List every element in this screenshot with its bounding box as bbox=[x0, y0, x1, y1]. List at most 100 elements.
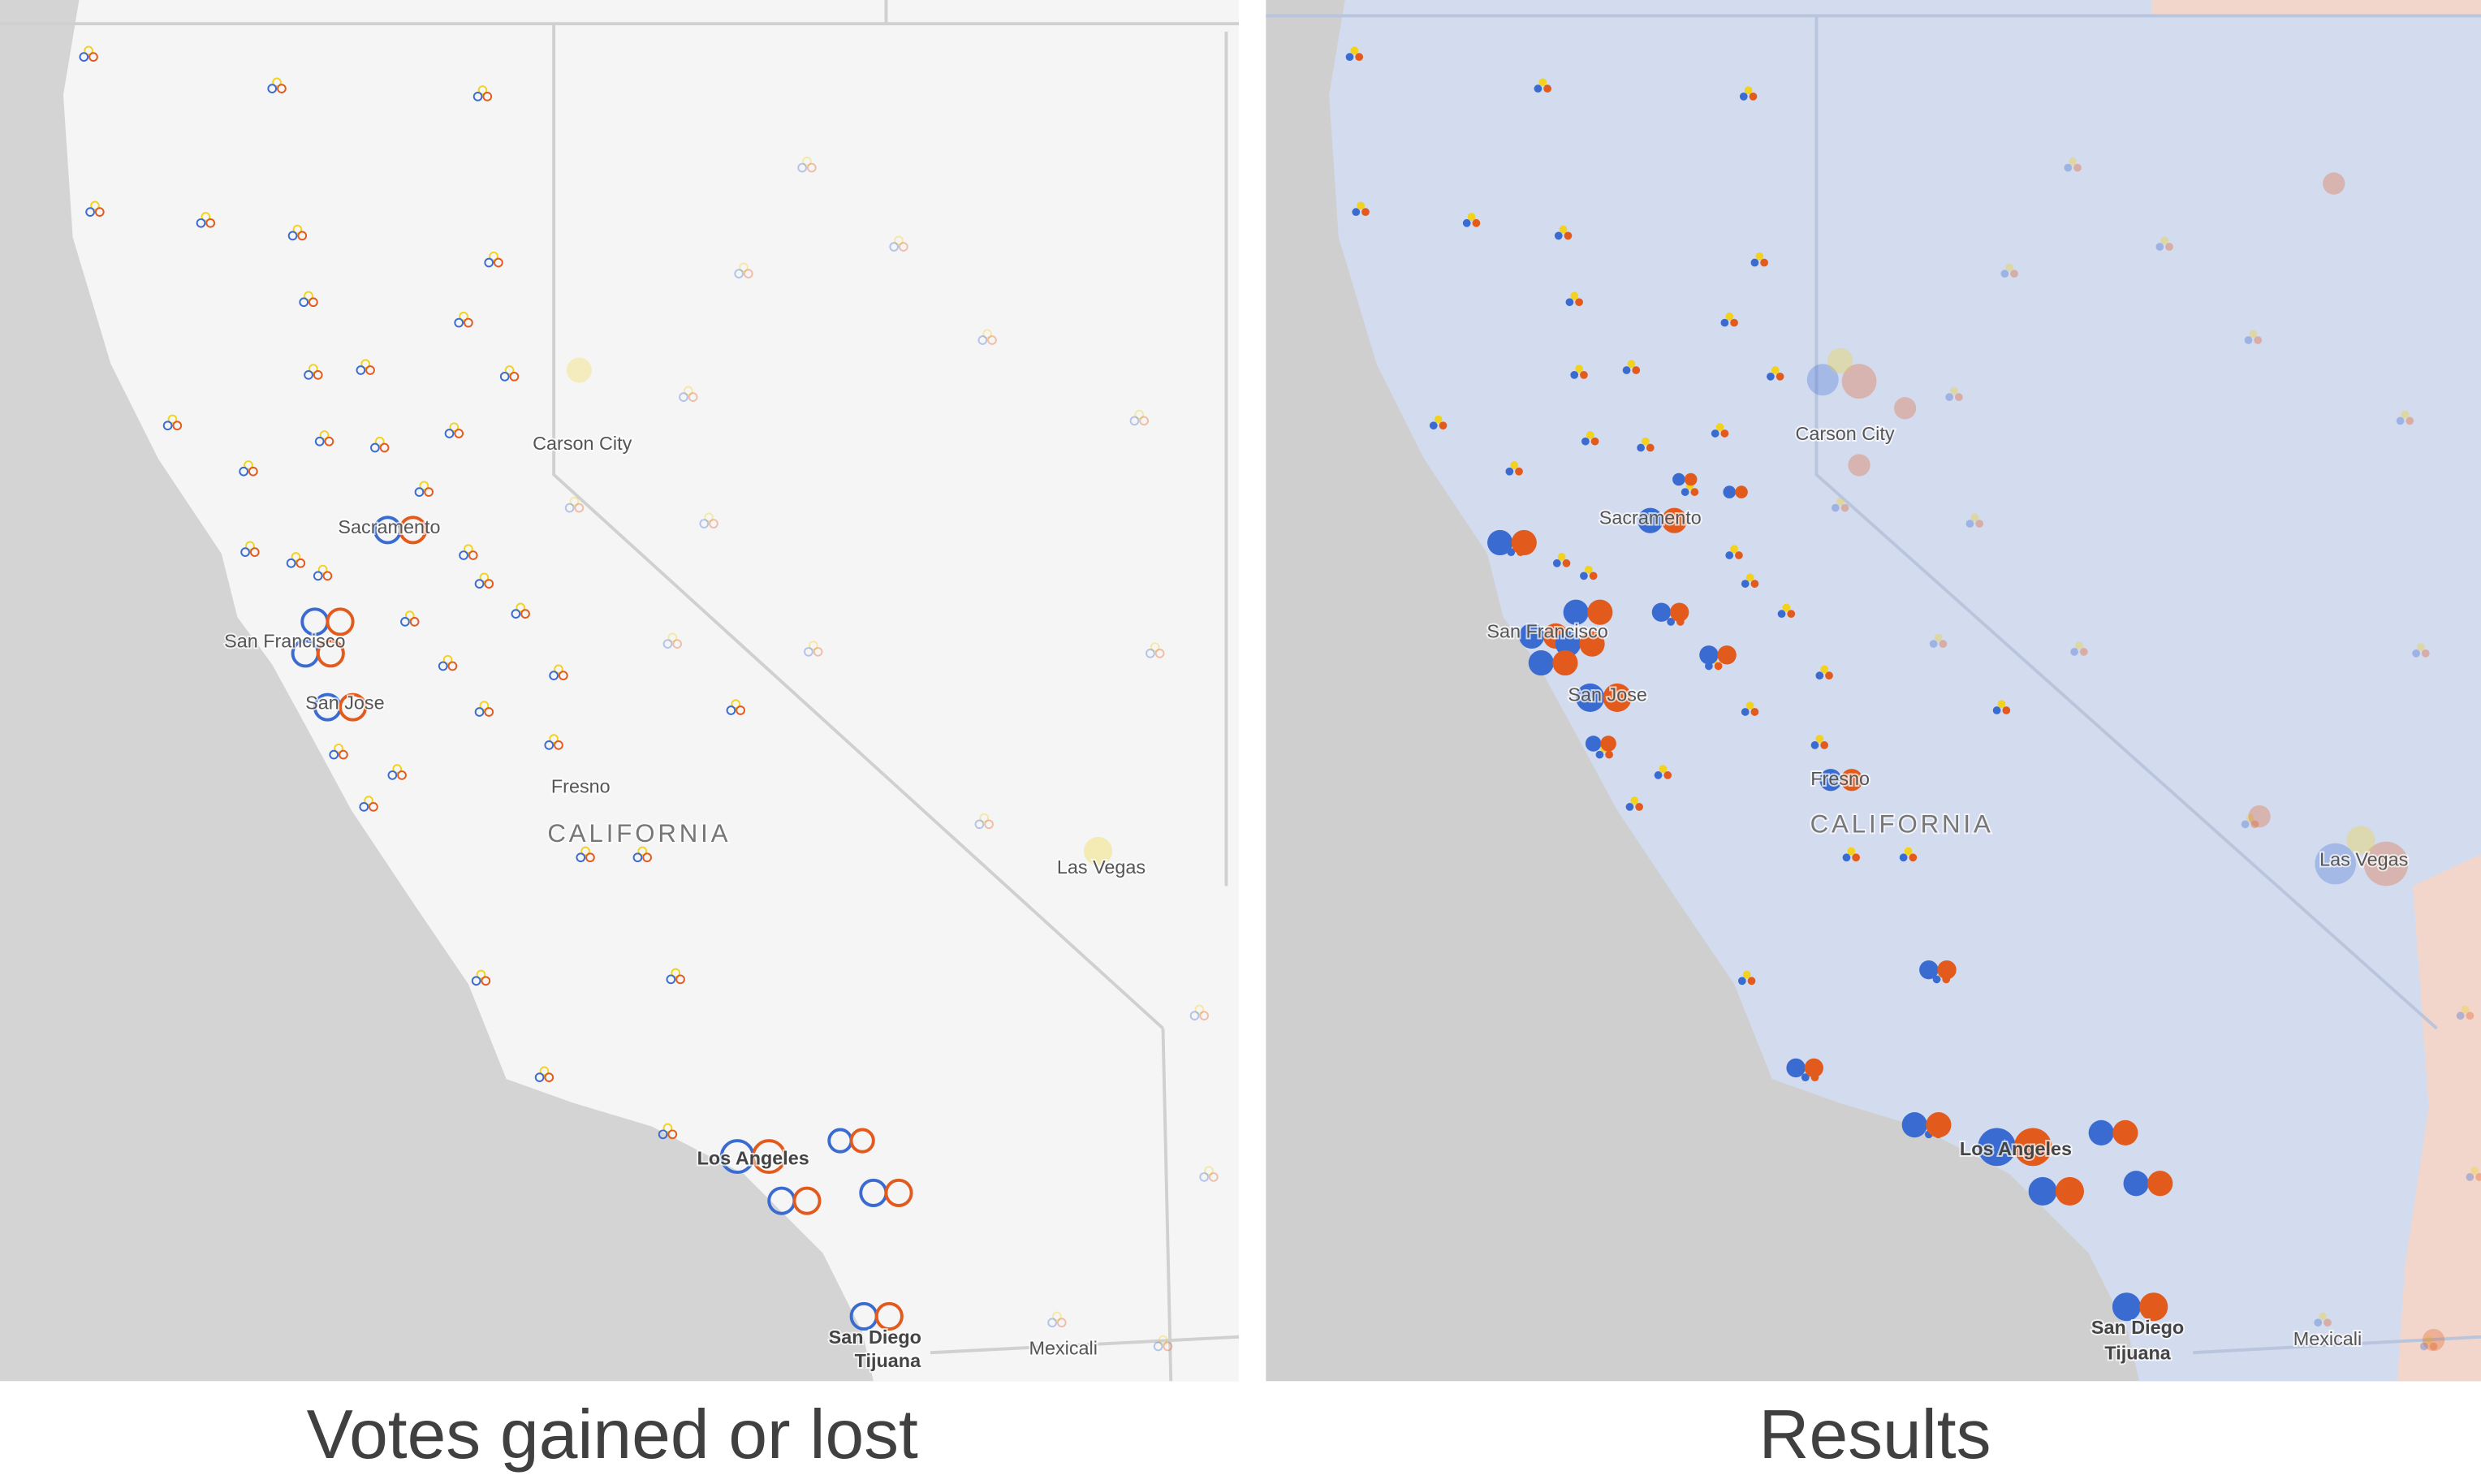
symbol-dot bbox=[516, 602, 526, 613]
symbol-dot bbox=[1825, 671, 1833, 680]
symbol-dot bbox=[984, 819, 994, 830]
symbol-dot bbox=[1954, 393, 1963, 402]
symbol-dot bbox=[1904, 847, 1913, 856]
symbol-dot bbox=[1570, 291, 1579, 300]
symbol-dot bbox=[438, 661, 448, 671]
symbol-dot bbox=[539, 1066, 550, 1076]
symbol-dot bbox=[667, 1129, 678, 1140]
symbol-dot bbox=[1741, 580, 1750, 588]
symbol-dot bbox=[2160, 236, 2169, 245]
symbol-dot bbox=[479, 701, 490, 711]
symbol-circle bbox=[1587, 599, 1613, 625]
symbol-dot bbox=[1429, 421, 1438, 430]
symbol-dot bbox=[442, 654, 453, 665]
labels: Carson City Sacramento San Francisco San Jo… bbox=[222, 421, 2410, 1473]
symbol-dot bbox=[899, 242, 908, 252]
symbol-dot bbox=[1590, 437, 1599, 446]
symbol-dot bbox=[322, 571, 333, 581]
symbol-dot bbox=[1737, 977, 1746, 986]
symbol-dot bbox=[1586, 431, 1594, 439]
symbol-dot bbox=[1725, 312, 1734, 321]
symbol-dot bbox=[370, 442, 380, 453]
symbol-dot bbox=[1345, 53, 1354, 62]
symbol-dot bbox=[1771, 366, 1780, 374]
symbol-dot bbox=[444, 429, 455, 438]
symbol-dot bbox=[574, 503, 585, 513]
symbol-dot bbox=[2419, 1342, 2428, 1351]
symbol-dot bbox=[1505, 467, 1514, 476]
symbol-circle bbox=[1840, 769, 1863, 792]
symbol-dot bbox=[1635, 803, 1644, 811]
symbol-dot bbox=[1782, 603, 1791, 612]
symbol-circle bbox=[1901, 1112, 1927, 1138]
symbol-circle bbox=[1893, 397, 1917, 420]
symbol-dot bbox=[1052, 1311, 1062, 1322]
symbol-dot bbox=[397, 770, 407, 780]
symbol-dot bbox=[2165, 243, 2173, 251]
symbol-dot bbox=[1361, 208, 1370, 217]
place-label: Sacramento bbox=[338, 516, 440, 537]
symbol-dot bbox=[1965, 520, 1974, 528]
symbol-circle bbox=[1576, 683, 1605, 712]
symbol-circle bbox=[2013, 1128, 2052, 1167]
symbol-dot bbox=[1749, 93, 1758, 101]
symbol-dot bbox=[2324, 1318, 2332, 1327]
symbol-dot bbox=[797, 162, 807, 173]
symbol-dot bbox=[1750, 258, 1759, 267]
symbol-dot bbox=[1654, 771, 1663, 779]
symbol-dot bbox=[1543, 84, 1551, 93]
symbol-dot bbox=[2412, 649, 2420, 658]
symbol-dot bbox=[1538, 78, 1547, 87]
symbol-dot bbox=[688, 392, 698, 403]
symbol-dot bbox=[1820, 665, 1829, 674]
symbol-circle bbox=[1084, 836, 1113, 866]
symbol-circle bbox=[2112, 1119, 2138, 1145]
symbol-circle bbox=[399, 516, 428, 545]
symbol-dot bbox=[172, 421, 183, 431]
place-label: CALIFORNIA bbox=[547, 819, 731, 848]
symbol-dot bbox=[1975, 520, 1984, 528]
symbols bbox=[79, 45, 1219, 1352]
symbol-dot bbox=[2424, 1335, 2433, 1344]
symbol-dot bbox=[534, 1072, 545, 1082]
symbol-circle bbox=[2123, 1171, 2149, 1197]
symbol-dot bbox=[1681, 488, 1689, 496]
symbol-dot bbox=[1755, 252, 1764, 261]
symbol-circle bbox=[1603, 683, 1632, 712]
symbol-dot bbox=[1554, 231, 1563, 240]
symbol-circle bbox=[566, 357, 592, 383]
symbol-dot bbox=[509, 371, 520, 382]
symbol-dot bbox=[272, 77, 282, 88]
symbol-dot bbox=[84, 45, 93, 56]
symbol-dot bbox=[1939, 640, 1948, 649]
symbol-dot bbox=[1815, 735, 1824, 743]
symbol-circle bbox=[1651, 602, 1672, 622]
symbol-dot bbox=[2314, 1318, 2323, 1327]
place-label: Las Vegas bbox=[2319, 848, 2408, 869]
symbol-dot bbox=[667, 632, 678, 643]
symbol-dot bbox=[1929, 640, 1938, 649]
symbol-dot bbox=[387, 770, 398, 780]
symbol-dot bbox=[2319, 1312, 2327, 1321]
symbol-dot bbox=[2475, 1173, 2481, 1181]
symbol-dot bbox=[802, 156, 812, 166]
symbol-dot bbox=[558, 671, 568, 680]
symbol-dot bbox=[1625, 803, 1634, 811]
land bbox=[1329, 0, 2481, 1382]
symbol-dot bbox=[299, 297, 309, 308]
symbol-dot bbox=[1134, 409, 1145, 420]
symbol-dot bbox=[339, 749, 348, 760]
symbol-circle bbox=[1511, 529, 1537, 556]
symbol-dot bbox=[671, 968, 681, 978]
symbol-circle bbox=[2088, 1119, 2114, 1145]
place-label: Fresno bbox=[551, 776, 611, 797]
place-label: San Jose bbox=[1568, 684, 1646, 705]
symbol-dot bbox=[364, 796, 373, 805]
symbol-dot bbox=[1842, 853, 1851, 862]
symbol-dot bbox=[504, 365, 515, 375]
symbol-circle bbox=[1937, 960, 1957, 980]
symbol-dot bbox=[2079, 648, 2088, 656]
symbol-dot bbox=[2401, 410, 2410, 419]
symbol-dot bbox=[1742, 970, 1751, 979]
